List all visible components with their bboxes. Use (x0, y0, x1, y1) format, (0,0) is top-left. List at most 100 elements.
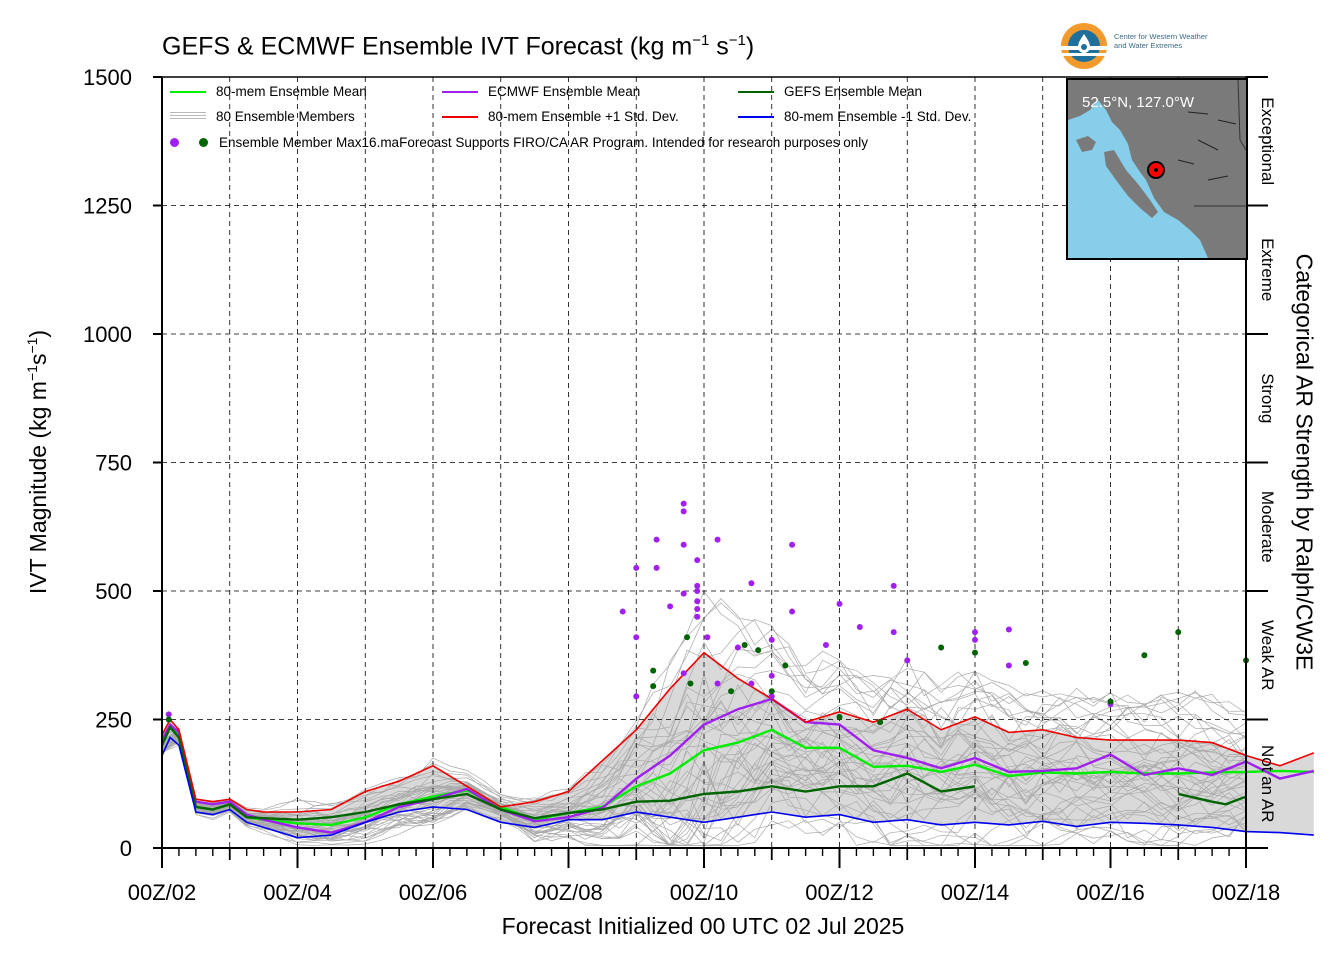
y-tick-label: 1250 (83, 194, 132, 219)
location-inset-map: 52.5°N, 127.0°W (1066, 78, 1248, 260)
legend-members-swatch (170, 112, 206, 121)
legend-ecmwf-swatch (442, 90, 478, 93)
ensemble-member-line (161, 665, 1247, 825)
cw3e-logo-icon (1061, 23, 1107, 69)
legend-members-label: 80 Ensemble Members (216, 109, 355, 124)
y-tick-label: 1500 (83, 65, 132, 90)
gefs-max-point (165, 716, 172, 723)
series-line (161, 736, 1314, 839)
y-tick-label: 500 (95, 579, 132, 604)
legend-mean80: 80-mem Ensemble Mean (170, 84, 367, 99)
ecmwf-max-point (1005, 626, 1012, 633)
ecmwf-max-point (789, 608, 796, 615)
ecmwf-max-point (680, 670, 687, 677)
gefs-max-point (755, 647, 762, 654)
legend-ecmwf-dot (170, 138, 179, 147)
ecmwf-max-point (789, 541, 796, 548)
ar-category-label: Strong (1258, 373, 1277, 423)
ecmwf-max-point (734, 644, 741, 651)
y-tick-label: 250 (95, 708, 132, 733)
cw3e-logo (1058, 20, 1238, 72)
legend-gefs-swatch (738, 90, 774, 93)
ecmwf-max-point (972, 636, 978, 643)
ecmwf-max-point (768, 672, 775, 679)
x-tick-label: 00Z/18 (1212, 880, 1281, 905)
legend-mean80-swatch (170, 90, 206, 93)
gefs-max-point (972, 649, 978, 656)
ar-category-label: Exceptional (1258, 97, 1277, 185)
legend-gefs: GEFS Ensemble Mean (738, 84, 922, 99)
x-tick-label: 00Z/16 (1076, 880, 1145, 905)
gefs-max-point (728, 688, 735, 695)
gefs-max-point (836, 713, 843, 720)
gefs-max-point (1022, 659, 1029, 666)
legend-members: 80 Ensemble Members (170, 109, 355, 124)
gefs-max-point (768, 688, 775, 695)
ecmwf-max-point (633, 693, 640, 700)
ecmwf-max-point (694, 588, 701, 594)
ecmwf-max-point (704, 634, 711, 641)
series-line (1178, 792, 1247, 806)
legend-minus1-label: 80-mem Ensemble -1 Std. Dev. (784, 109, 972, 124)
legend-maxdots: Ensemble Member Max16.maForecast Support… (170, 135, 868, 150)
ecmwf-max-point (714, 536, 721, 543)
legend-minus1: 80-mem Ensemble -1 Std. Dev. (738, 109, 971, 124)
legend-minus1-swatch (738, 115, 774, 118)
ensemble-member-line (161, 644, 1247, 832)
gefs-max-point (877, 719, 884, 726)
gefs-max-point (650, 683, 657, 690)
ecmwf-max-point (748, 680, 755, 687)
ecmwf-max-point (1005, 662, 1012, 669)
ecmwf-max-point (680, 500, 687, 507)
chart-title: GEFS & ECMWF Ensemble IVT Forecast (kg m… (162, 32, 755, 61)
legend-plus1: 80-mem Ensemble +1 Std. Dev. (442, 109, 679, 124)
x-tick-label: 00Z/14 (941, 880, 1010, 905)
ecmwf-max-point (680, 541, 687, 548)
ar-category-label: Weak AR (1258, 620, 1277, 691)
series-line (160, 724, 976, 821)
ecmwf-max-point (822, 641, 829, 648)
ecmwf-max-point (768, 636, 775, 643)
ecmwf-max-point (619, 608, 626, 615)
ecmwf-max-point (748, 580, 755, 587)
series-line (161, 651, 1315, 813)
ecmwf-max-point (694, 582, 701, 589)
ecmwf-max-point (165, 711, 172, 718)
ecmwf-max-point (972, 629, 978, 636)
ecmwf-max-point (694, 613, 701, 620)
ensemble-member-line (161, 714, 1247, 845)
legend-maxdots-label: Ensemble Member Max16.maForecast Support… (219, 135, 869, 150)
ar-category-label: Not an AR (1258, 745, 1277, 823)
ecmwf-max-point (714, 680, 721, 687)
y-tick-label: 0 (120, 836, 132, 861)
gefs-max-point (687, 680, 694, 687)
x-tick-label: 00Z/02 (128, 880, 197, 905)
gefs-max-point (684, 634, 691, 641)
ensemble-member-line (161, 696, 1247, 827)
ecmwf-max-point (694, 557, 701, 564)
x-tick-label: 00Z/08 (534, 880, 603, 905)
y-axis-label: IVT Magnitude (kg m−1s−1) (24, 329, 51, 595)
ecmwf-max-point (653, 564, 660, 571)
ecmwf-max-point (680, 590, 687, 597)
inset-coordinate-label: 52.5°N, 127.0°W (1082, 94, 1195, 111)
ecmwf-max-point (856, 623, 863, 630)
ecmwf-max-point (890, 629, 897, 636)
gefs-max-point (938, 644, 945, 651)
gefs-max-point (1141, 652, 1148, 659)
ecmwf-max-point (694, 598, 701, 605)
x-tick-label: 00Z/04 (263, 880, 332, 905)
ecmwf-max-point (890, 582, 897, 589)
x-tick-label: 00Z/10 (670, 880, 739, 905)
x-tick-label: 00Z/06 (399, 880, 468, 905)
y-tick-label: 1000 (83, 322, 132, 347)
series-line (160, 697, 1315, 834)
ecmwf-max-point (904, 657, 911, 664)
ecmwf-max-point (633, 634, 640, 641)
legend-gefs-dot (199, 138, 208, 147)
legend-gefs-label: GEFS Ensemble Mean (784, 84, 923, 99)
ecmwf-max-point (680, 508, 687, 515)
ecmwf-max-point (694, 605, 701, 612)
ar-category-label: Extreme (1258, 238, 1277, 301)
